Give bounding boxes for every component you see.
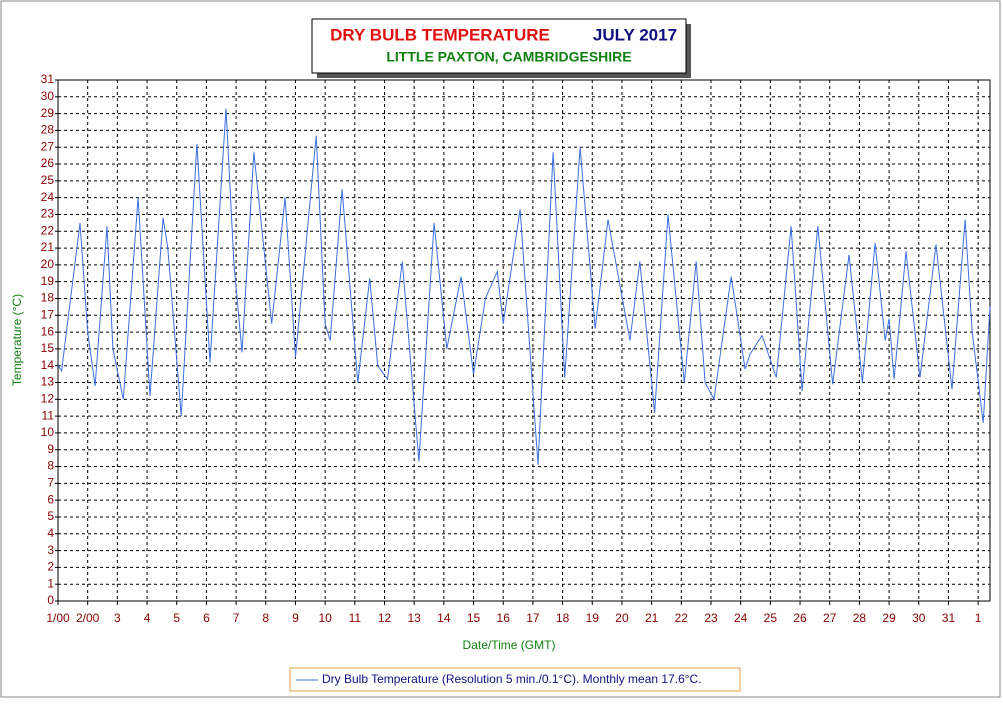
y-tick-label: 31	[41, 72, 55, 86]
y-tick-label: 8	[47, 459, 54, 473]
x-tick-label: 19	[586, 611, 600, 625]
x-tick-label: 7	[233, 611, 240, 625]
y-tick-label: 10	[41, 425, 55, 439]
x-tick-label: 12	[378, 611, 392, 625]
x-axis-label: Date/Time (GMT)	[463, 638, 556, 652]
x-tick-label: 1	[975, 611, 982, 625]
y-tick-label: 29	[41, 106, 55, 120]
x-tick-label: 4	[144, 611, 151, 625]
chart-title: DRY BULB TEMPERATURE	[330, 25, 550, 44]
y-tick-label: 28	[41, 123, 55, 137]
legend-box	[289, 667, 741, 692]
x-tick-label: 26	[793, 611, 807, 625]
x-tick-label: 5	[173, 611, 180, 625]
x-tick-label: 11	[349, 611, 362, 625]
chart-subtitle: LITTLE PAXTON, CAMBRIDGESHIRE	[386, 49, 631, 65]
x-tick-label: 14	[437, 611, 451, 625]
y-tick-label: 24	[41, 190, 55, 204]
x-tick-label: 31	[942, 611, 956, 625]
y-tick-label: 12	[41, 391, 55, 405]
x-tick-label: 16	[497, 611, 511, 625]
x-tick-label: 10	[318, 611, 332, 625]
y-tick-label: 21	[41, 240, 55, 254]
y-tick-label: 20	[41, 257, 55, 271]
y-tick-label: 18	[41, 291, 55, 305]
chart-period: JULY 2017	[593, 25, 677, 44]
y-tick-label: 25	[41, 173, 55, 187]
x-tick-label: 23	[704, 611, 718, 625]
x-tick-label: 9	[292, 611, 299, 625]
x-tick-label: 30	[912, 611, 926, 625]
x-tick-label: 22	[675, 611, 689, 625]
legend-label: Dry Bulb Temperature (Resolution 5 min./…	[322, 672, 702, 686]
x-tick-label: 15	[467, 611, 481, 625]
y-tick-label: 1	[47, 576, 54, 590]
y-tick-label: 0	[47, 593, 54, 607]
x-tick-label: 24	[734, 611, 748, 625]
x-tick-label: 25	[764, 611, 778, 625]
x-tick-label: 18	[556, 611, 570, 625]
y-tick-label: 19	[41, 274, 55, 288]
y-axis-label: Temperature (°C)	[10, 294, 24, 386]
y-tick-label: 26	[41, 156, 55, 170]
y-tick-label: 7	[47, 476, 54, 490]
y-tick-label: 2	[47, 560, 54, 574]
y-tick-label: 14	[41, 358, 55, 372]
y-tick-label: 17	[41, 307, 55, 321]
y-tick-label: 11	[42, 408, 55, 422]
plot-frame	[57, 79, 991, 602]
x-tick-label: 6	[203, 611, 210, 625]
y-tick-label: 16	[41, 324, 55, 338]
x-tick-label: 8	[262, 611, 269, 625]
x-tick-label: 2/00	[76, 611, 100, 625]
y-tick-label: 5	[47, 509, 54, 523]
x-tick-label: 17	[526, 611, 540, 625]
y-tick-label: 30	[41, 89, 55, 103]
temperature-line	[57, 108, 991, 465]
y-tick-label: 4	[47, 526, 54, 540]
y-tick-label: 15	[41, 341, 55, 355]
x-tick-label: 27	[823, 611, 837, 625]
title-box	[311, 18, 687, 74]
y-tick-label: 6	[47, 492, 54, 506]
y-tick-label: 27	[41, 139, 55, 153]
x-tick-label: 21	[645, 611, 659, 625]
x-tick-label: 20	[615, 611, 629, 625]
y-tick-label: 23	[41, 207, 55, 221]
y-tick-label: 3	[47, 543, 54, 557]
y-tick-label: 13	[41, 375, 55, 389]
x-tick-label: 29	[882, 611, 896, 625]
y-tick-label: 9	[47, 442, 54, 456]
x-tick-label: 13	[407, 611, 421, 625]
x-tick-label: 3	[114, 611, 121, 625]
x-tick-label: 28	[853, 611, 867, 625]
x-tick-label: 1/00	[46, 611, 70, 625]
y-tick-label: 22	[41, 223, 55, 237]
